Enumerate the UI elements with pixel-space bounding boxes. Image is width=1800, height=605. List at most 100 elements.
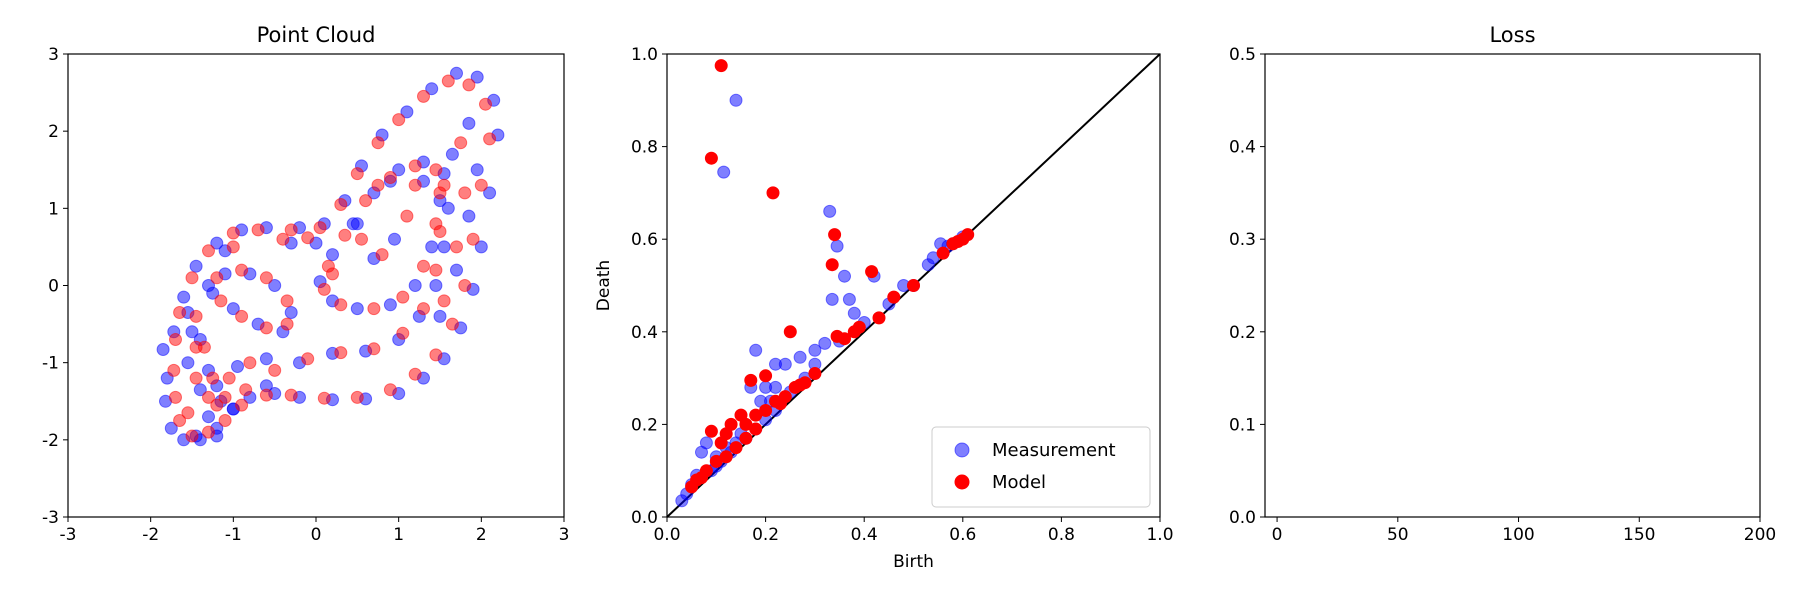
data-point (830, 239, 844, 253)
data-point (749, 343, 763, 357)
x-tick-label: -3 (60, 525, 77, 545)
y-tick-label: 0.5 (1229, 45, 1256, 65)
plot-area-frame (1264, 53, 1761, 518)
data-point (483, 186, 497, 200)
data-point (437, 294, 451, 308)
x-tick-label: 50 (1387, 525, 1409, 545)
data-point (375, 248, 389, 262)
data-point (769, 380, 782, 394)
data-point (739, 417, 753, 431)
y-axis-label: Death (594, 260, 614, 311)
data-point (326, 267, 339, 281)
data-point (185, 325, 199, 339)
data-point (417, 302, 430, 316)
data-point (173, 414, 187, 427)
data-point (226, 240, 240, 254)
data-point (284, 223, 298, 237)
x-tick-label: 100 (1502, 525, 1534, 545)
legend: Measurement Model (931, 426, 1151, 508)
legend-label-model: Model (992, 472, 1046, 493)
data-point (202, 390, 215, 404)
data-point (202, 410, 215, 424)
x-tick-label: 0.0 (653, 525, 680, 545)
data-point (408, 178, 422, 192)
data-point (268, 363, 282, 377)
data-point (838, 269, 851, 283)
y-tick-label: 0.0 (631, 508, 658, 528)
data-point (739, 431, 753, 445)
data-point (280, 294, 294, 308)
data-point (173, 306, 187, 319)
data-point (445, 317, 459, 331)
data-point (808, 367, 822, 380)
x-tick-label: 0.2 (752, 525, 779, 545)
data-point (429, 163, 443, 177)
data-point (231, 360, 244, 373)
x-tick-label: -1 (225, 525, 242, 545)
data-point (450, 240, 463, 254)
data-point (847, 306, 861, 320)
data-point (470, 70, 484, 84)
y-tick-label: 0.1 (1229, 415, 1256, 435)
x-tick-label: 0.8 (1048, 525, 1075, 545)
data-point (181, 356, 195, 370)
data-point (719, 450, 733, 464)
data-point (766, 186, 780, 200)
data-point (350, 217, 364, 231)
data-point (313, 221, 327, 235)
data-point (388, 232, 401, 246)
data-point (169, 390, 182, 404)
legend-label-measurement: Measurement (992, 440, 1116, 461)
data-point (226, 302, 240, 316)
data-point (408, 367, 422, 381)
data-point (441, 201, 455, 215)
data-point (259, 271, 273, 285)
data-point (695, 445, 708, 459)
x-tick-label: 1 (393, 525, 404, 545)
data-point (823, 204, 837, 218)
data-point (729, 441, 743, 455)
x-tick-label: 0.6 (949, 525, 976, 545)
y-tick-label: 0.4 (631, 323, 658, 343)
data-point (383, 298, 397, 312)
data-point (887, 290, 901, 304)
data-point (189, 340, 203, 354)
data-point (400, 209, 414, 223)
data-point (433, 309, 447, 323)
data-point (383, 383, 397, 397)
data-point (675, 494, 689, 508)
data-point (417, 259, 430, 273)
data-point (259, 352, 273, 366)
data-point (458, 279, 472, 292)
data-point (268, 279, 282, 292)
data-point (202, 244, 215, 258)
data-point (284, 388, 298, 402)
data-point (251, 223, 265, 237)
data-point (425, 82, 439, 96)
data-point (483, 132, 497, 146)
data-point (408, 279, 422, 292)
data-point (164, 421, 178, 435)
data-point (396, 290, 410, 304)
data-point (474, 178, 488, 192)
data-point (714, 436, 728, 450)
y-tick-label: 2 (48, 122, 59, 142)
data-point (206, 286, 220, 300)
data-point (350, 302, 364, 316)
data-point (226, 226, 240, 240)
data-point (189, 259, 203, 273)
data-point (450, 263, 463, 277)
data-point (454, 136, 468, 150)
data-point (759, 369, 773, 383)
data-point (729, 93, 743, 107)
data-point (773, 397, 787, 411)
data-point (392, 163, 406, 177)
data-point (189, 371, 203, 385)
data-point (842, 292, 856, 306)
data-point (462, 209, 476, 223)
data-point (177, 290, 191, 304)
legend-marker-measurement (954, 442, 970, 458)
data-point (239, 383, 253, 397)
data-point (181, 406, 195, 420)
data-point (189, 309, 203, 323)
